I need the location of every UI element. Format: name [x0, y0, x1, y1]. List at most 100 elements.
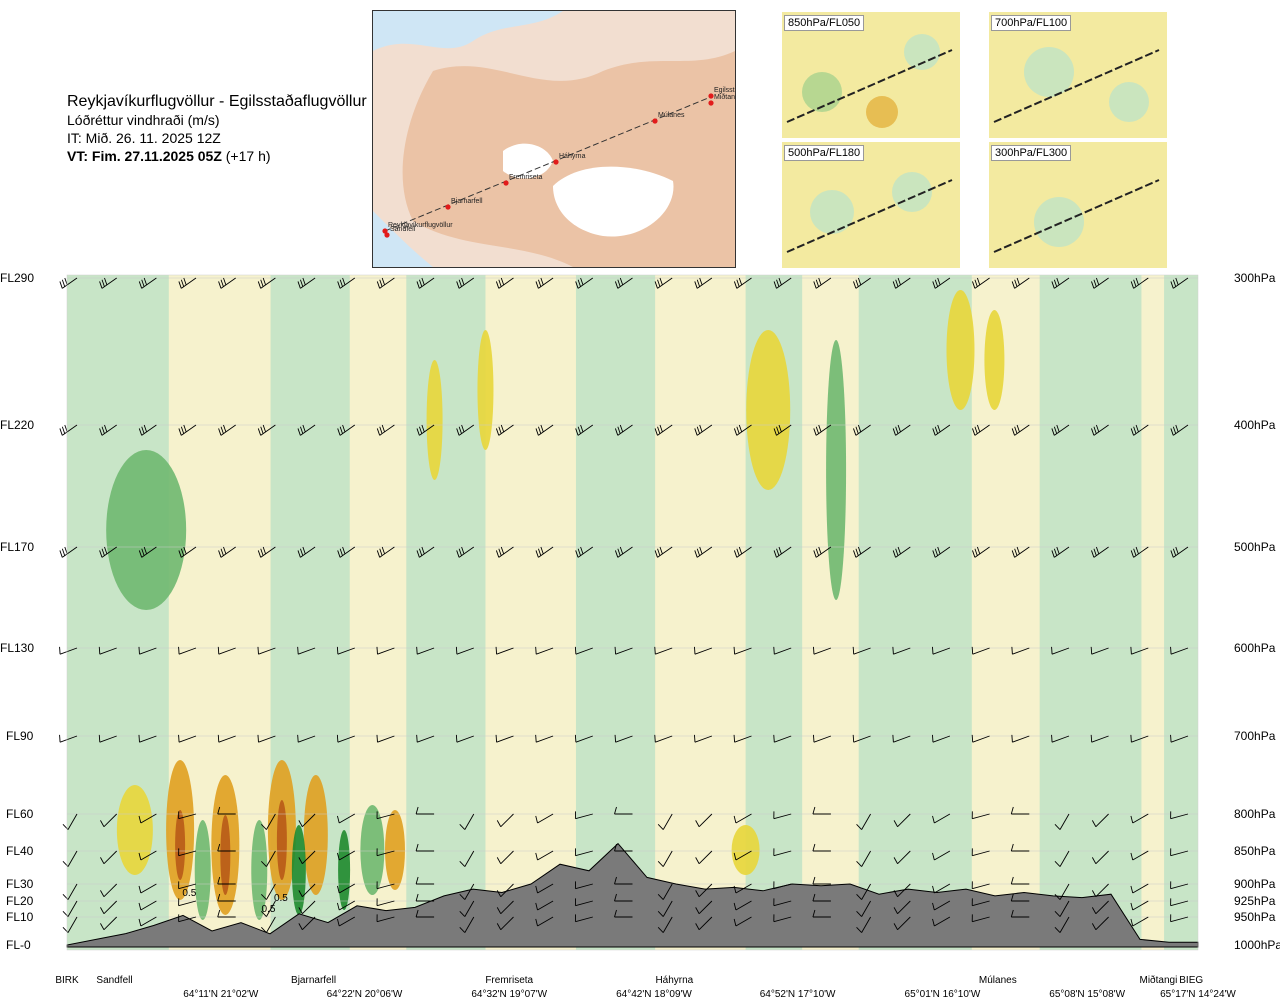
wind-barb-feather	[733, 734, 736, 743]
wind-barb	[657, 900, 673, 917]
wind-barb-feather	[699, 424, 703, 433]
wind-barb-feather	[461, 546, 465, 555]
wind-barb	[932, 424, 951, 436]
wind-barb	[298, 900, 316, 915]
wind-barb-shaft	[266, 883, 276, 900]
wind-barb-shaft	[103, 850, 118, 865]
wind-barb	[812, 876, 831, 885]
wind-barb-feather	[500, 546, 505, 555]
wind-barb	[178, 898, 197, 907]
wind-barb-feather	[1011, 281, 1015, 289]
field-blob-21	[731, 825, 760, 875]
wind-barb	[337, 546, 356, 558]
wind-barb-feather	[574, 881, 576, 889]
wind-barb	[1130, 734, 1149, 743]
wind-barb-shaft	[464, 916, 475, 933]
wind-barb-shaft	[897, 850, 911, 865]
wind-barb-feather	[376, 428, 381, 436]
wind-barb	[217, 734, 236, 743]
fl-label-FL220: FL220	[0, 418, 35, 432]
wind-barb-feather	[813, 550, 817, 558]
route-station-dot	[384, 232, 390, 238]
wind-barb	[535, 424, 554, 436]
wind-barb-feather	[892, 281, 896, 289]
thumbnail-300hpa[interactable]: 300hPa/FL300	[989, 142, 1167, 268]
wind-barb-feather	[1170, 281, 1174, 289]
wind-barb	[376, 914, 395, 923]
wind-barb-feather	[143, 424, 147, 433]
wind-barb	[495, 424, 514, 436]
wind-barb-shaft	[302, 900, 316, 915]
wind-barb-feather	[178, 848, 180, 856]
route-station-dot	[445, 204, 451, 210]
wind-barb	[892, 646, 911, 655]
wind-barb-feather	[1054, 824, 1061, 830]
wind-barb-feather	[496, 890, 502, 897]
location-label: Sandfell	[96, 975, 133, 986]
wind-barb-shaft	[103, 900, 118, 915]
wind-barb	[1091, 813, 1109, 828]
wind-barb-feather	[574, 898, 576, 906]
wind-barb-shaft	[932, 735, 951, 743]
wind-barb-feather	[261, 894, 267, 900]
thumbnail-500hpa-label: 500hPa/FL180	[784, 145, 865, 161]
wind-barb	[298, 813, 316, 828]
wind-barb	[535, 646, 554, 655]
wind-barb-shaft	[813, 735, 832, 743]
wind-barb-feather	[895, 426, 899, 434]
wind-barb-feather	[812, 876, 816, 885]
wind-barb	[337, 916, 356, 927]
wind-barb	[614, 546, 633, 558]
wind-barb-feather	[337, 815, 340, 824]
wind-barb-feather	[339, 426, 343, 434]
wind-barb-feather	[818, 546, 822, 555]
wind-barb-shaft	[932, 647, 951, 655]
wind-barb-feather	[1130, 734, 1132, 743]
thumbnail-500hpa[interactable]: 500hPa/FL180	[782, 142, 960, 268]
wind-barb-feather	[694, 428, 698, 436]
wind-barb-shaft	[1012, 735, 1030, 743]
location-label: Miðtangi	[1139, 975, 1178, 986]
valid-time: VT: Fim. 27.11.2025 05Z (+17 h)	[67, 147, 367, 165]
wind-barb-feather	[614, 550, 619, 558]
wind-barb-feather	[1056, 424, 1060, 433]
wind-barb-shaft	[1133, 277, 1149, 289]
wind-barb-feather	[972, 428, 976, 436]
wind-barb-feather	[934, 548, 939, 556]
wind-barb	[654, 424, 673, 436]
wind-barb-feather	[575, 281, 579, 289]
wind-barb-feather	[932, 734, 934, 743]
wind-barb-feather	[932, 885, 935, 894]
wind-barb-feather	[415, 893, 419, 902]
route-station-label: Reykjavíkurflugvöllur	[388, 222, 453, 229]
wind-barb	[733, 734, 752, 743]
hpa-label-925hPa: 925hPa	[1234, 894, 1276, 908]
wind-barb	[694, 646, 713, 655]
wind-barb-feather	[659, 424, 663, 433]
wind-barb	[59, 646, 78, 655]
wind-barb-feather	[614, 281, 619, 289]
route-station-dot	[503, 180, 509, 186]
wind-barb	[1011, 277, 1030, 289]
wind-barb-feather	[1170, 550, 1174, 558]
wind-barb-shaft	[972, 916, 990, 923]
wind-barb-shaft	[972, 647, 990, 655]
wind-barb	[971, 734, 990, 743]
wind-barb	[415, 876, 435, 885]
thumbnail-700hpa[interactable]: 700hPa/FL100	[989, 12, 1167, 138]
wind-barb	[773, 546, 792, 558]
wind-barb-feather	[657, 824, 664, 830]
wind-barb-feather	[101, 279, 105, 287]
wind-barb	[257, 646, 276, 655]
wind-barb-feather	[853, 428, 857, 436]
thumbnail-700hpa-label: 700hPa/FL100	[991, 15, 1072, 31]
wind-barb-shaft	[662, 883, 673, 900]
wind-barb-feather	[773, 550, 777, 558]
thumbnail-850hpa[interactable]: 850hPa/FL050	[782, 12, 960, 138]
wind-barb-feather	[535, 885, 538, 894]
wind-barb-feather	[738, 277, 743, 286]
wind-barb-feather	[104, 277, 108, 286]
wind-barb-feather	[773, 811, 775, 819]
wind-barb-feather	[298, 890, 303, 897]
wind-barb-feather	[893, 890, 898, 897]
